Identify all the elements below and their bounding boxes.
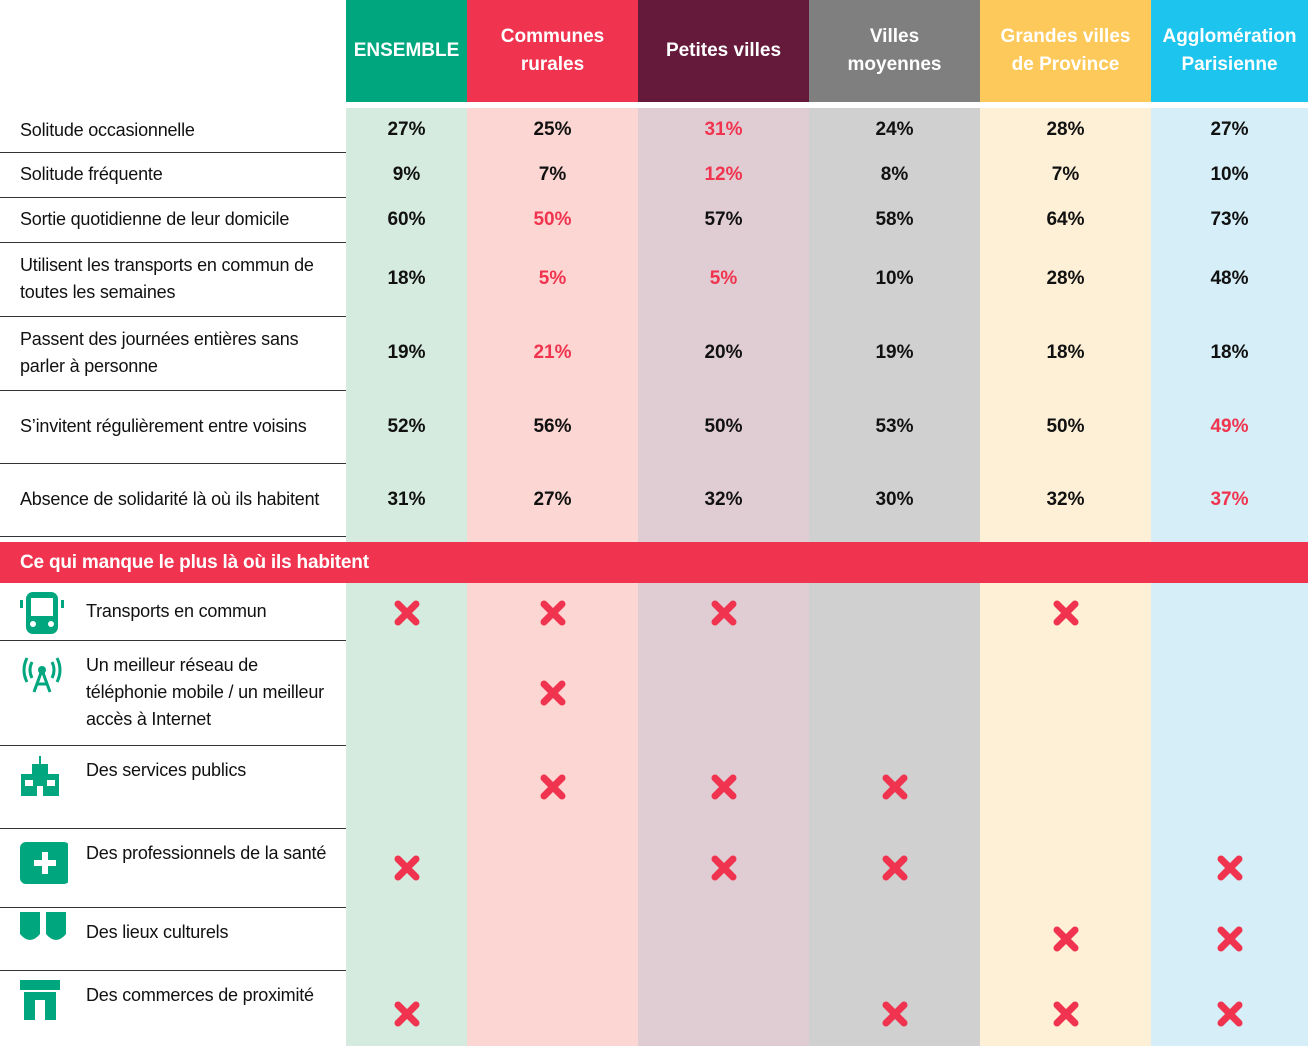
cross xyxy=(711,774,736,799)
cell: 30% xyxy=(875,488,914,510)
cross xyxy=(1053,600,1078,626)
section-title: Ce qui manque le plus là où ils habitent xyxy=(0,542,1308,583)
cross xyxy=(1217,926,1242,951)
row-label: Sortie quotidienne de leur domicile xyxy=(20,209,290,229)
cell: 18% xyxy=(1210,342,1249,363)
separator xyxy=(0,536,346,537)
cross xyxy=(711,600,736,626)
cell: 31% xyxy=(704,119,743,140)
cross xyxy=(882,855,907,880)
cell: 50% xyxy=(533,208,572,230)
need-label: Des professionnels de la santé xyxy=(86,843,327,863)
cell: 37% xyxy=(1210,488,1249,510)
cell: 49% xyxy=(1210,415,1249,437)
cell: 64% xyxy=(1046,208,1085,230)
cross xyxy=(394,1001,419,1027)
cell: 24% xyxy=(875,119,914,140)
cross xyxy=(882,1001,907,1027)
cell: 28% xyxy=(1046,119,1085,140)
cell: 10% xyxy=(1210,163,1249,185)
cell: 19% xyxy=(387,342,426,363)
row-label: Passent des journées entières sans parle… xyxy=(20,329,299,376)
cell: 25% xyxy=(533,119,572,140)
cell: 27% xyxy=(533,488,572,510)
separator xyxy=(0,390,346,391)
cell: 18% xyxy=(1046,342,1085,363)
cell: 50% xyxy=(1046,415,1085,437)
cross xyxy=(711,855,736,880)
column-header: Grandes villes de Province xyxy=(980,0,1151,102)
separator xyxy=(0,907,346,908)
cell: 58% xyxy=(875,208,914,230)
row-label: S’invitent régulièrement entre voisins xyxy=(20,416,307,436)
cell: 73% xyxy=(1210,208,1249,230)
cell: 48% xyxy=(1210,268,1249,289)
cell: 21% xyxy=(533,342,572,363)
separator xyxy=(0,970,346,971)
row-label: Solitude occasionnelle xyxy=(20,119,195,140)
cell: 18% xyxy=(387,268,426,289)
column-header: Agglomération Parisienne xyxy=(1151,0,1308,102)
column-header: Communes rurales xyxy=(467,0,638,102)
cross xyxy=(540,774,565,799)
cross xyxy=(540,680,565,705)
need-label: Des commerces de proximité xyxy=(86,985,314,1005)
cell: 27% xyxy=(1210,119,1249,140)
cell: 9% xyxy=(392,163,421,185)
cell: 27% xyxy=(387,119,426,140)
cross xyxy=(394,855,419,880)
cell: 7% xyxy=(538,163,567,185)
separator xyxy=(0,152,346,153)
cell: 53% xyxy=(875,415,914,437)
cell: 19% xyxy=(875,342,914,363)
cell: 57% xyxy=(704,208,743,230)
need-label: Des services publics xyxy=(86,760,247,780)
separator xyxy=(0,197,346,198)
row-label: Utilisent les transports en commun de to… xyxy=(20,255,314,302)
cell: 52% xyxy=(387,415,426,437)
cell: 31% xyxy=(387,488,426,510)
separator xyxy=(0,640,346,641)
need-label: Transports en commun xyxy=(86,601,267,621)
cell: 28% xyxy=(1046,268,1085,289)
cell: 32% xyxy=(1046,488,1085,510)
need-label: Un meilleur réseau de téléphonie mobile … xyxy=(86,655,324,729)
cell: 56% xyxy=(533,415,572,437)
cell: 5% xyxy=(538,268,567,289)
cross xyxy=(1217,855,1242,880)
icons xyxy=(20,592,68,1020)
cross xyxy=(394,600,419,626)
cross xyxy=(882,774,907,799)
row-label: Solitude fréquente xyxy=(20,164,163,184)
cell: 5% xyxy=(709,268,738,289)
cross xyxy=(1053,926,1078,951)
cell: 8% xyxy=(880,163,909,185)
column-header: ENSEMBLE xyxy=(346,0,467,102)
cell: 12% xyxy=(704,163,743,185)
cell: 50% xyxy=(704,415,743,437)
separator xyxy=(0,745,346,746)
cross xyxy=(540,600,565,626)
cell: 32% xyxy=(704,488,743,510)
cell: 20% xyxy=(704,342,743,363)
cell: 60% xyxy=(387,208,426,230)
separator xyxy=(0,316,346,317)
cell: 10% xyxy=(875,268,914,289)
row-label: Absence de solidarité là où ils habitent xyxy=(20,489,320,509)
separator xyxy=(0,463,346,464)
cross xyxy=(1217,1001,1242,1027)
cell: 7% xyxy=(1051,163,1080,185)
column-header: Villes moyennes xyxy=(809,0,980,102)
cross xyxy=(1053,1001,1078,1027)
column-header: Petites villes xyxy=(638,0,809,102)
need-label: Des lieux culturels xyxy=(86,922,229,942)
separator xyxy=(0,828,346,829)
separator xyxy=(0,242,346,243)
